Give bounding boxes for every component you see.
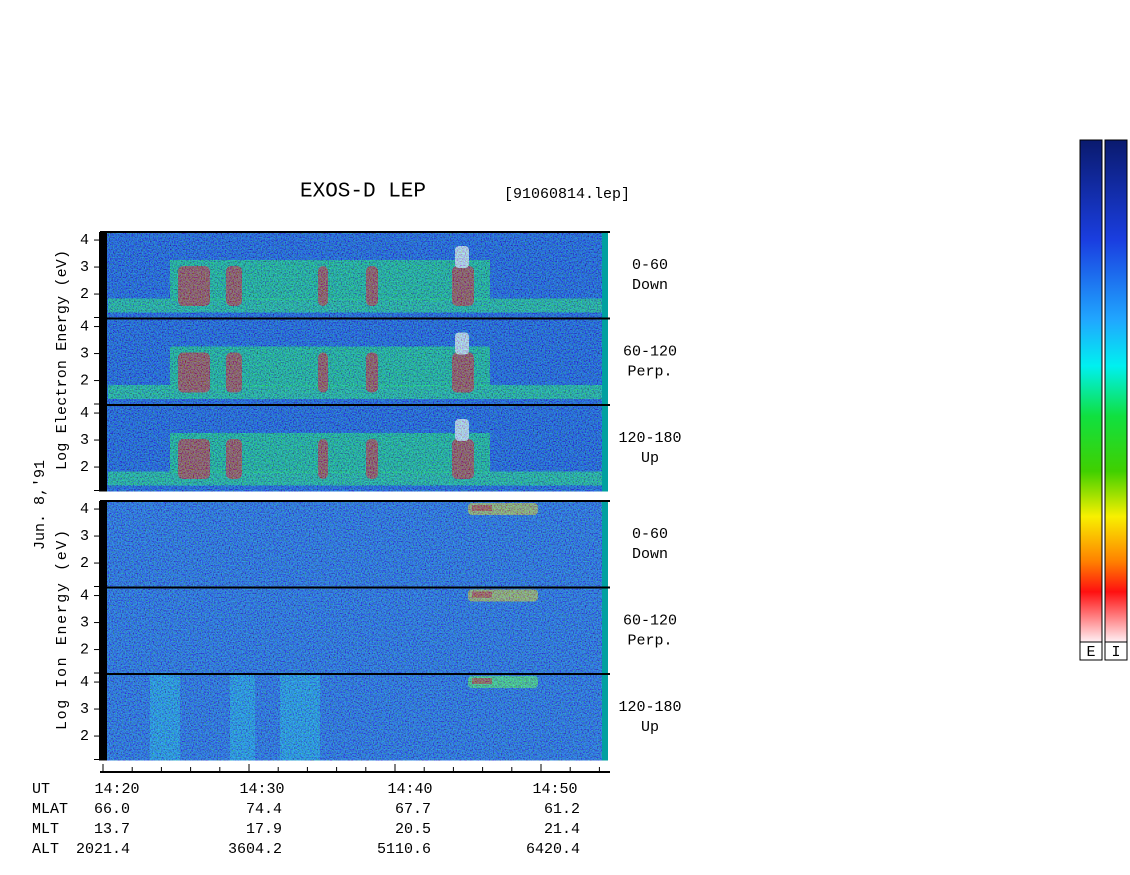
orbit-value: 14:40 [387, 781, 432, 798]
y-tick-label: 4 [80, 501, 89, 518]
row-label: UT [32, 781, 50, 798]
frame-edge [602, 232, 608, 319]
orbit-value: 61.2 [544, 801, 580, 818]
orbit-value: 20.5 [395, 821, 431, 838]
colorbar-label: I [1111, 644, 1120, 661]
y-tick-label: 4 [80, 588, 89, 605]
y-tick-label: 2 [80, 642, 89, 659]
orbit-value: 74.4 [246, 801, 282, 818]
frame-edge [101, 674, 107, 761]
y-tick-label: 3 [80, 259, 89, 276]
orbit-value: 3604.2 [228, 841, 282, 858]
title: EXOS-D LEP [300, 181, 426, 204]
pitch-angle: 60-120 [623, 613, 677, 630]
colorbar-label-box [1079, 641, 1103, 661]
frame-edge [101, 405, 107, 492]
y-tick-label: 2 [80, 286, 89, 303]
orbit-value: 13.7 [94, 821, 130, 838]
y-tick-label: 2 [80, 373, 89, 390]
time-axis: UT 14:20 14:30 14:40 14:50 MLAT 66.0 74.4 67.7 61… [32, 764, 610, 858]
frame-edge [602, 501, 608, 588]
y-tick-label: 4 [80, 405, 89, 422]
direction: Down [632, 546, 668, 563]
pitch-angle: 120-180 [618, 699, 681, 716]
y-tick-label: 3 [80, 528, 89, 545]
colorbar-label-box [1104, 641, 1128, 661]
y-tick-label: 3 [80, 432, 89, 449]
frame-edge [602, 318, 608, 405]
y-tick-label: 4 [80, 232, 89, 249]
colorbar [1079, 139, 1103, 643]
spectrograms: 2 3 4 0-60 Down 2 3 4 60-120 Perp. 2 3 4 120-180 Up 2 3 4… [80, 231, 682, 761]
frame-edge [101, 501, 107, 588]
ion-axis-label: Log Ion Energy (eV) [54, 530, 71, 730]
pitch-angle: 120-180 [618, 430, 681, 447]
direction: Up [641, 719, 659, 736]
orbit-value: 67.7 [395, 801, 431, 818]
date: Jun. 8,'91 [32, 460, 49, 550]
noise [106, 318, 604, 405]
y-tick-label: 4 [80, 319, 89, 336]
orbit-value: 14:50 [532, 781, 577, 798]
orbit-value: 2021.4 [76, 841, 130, 858]
frame-edge [602, 674, 608, 761]
frame-edge [101, 587, 107, 674]
orbit-value: 14:20 [94, 781, 139, 798]
noise [106, 674, 604, 761]
colorbar [1104, 139, 1128, 643]
y-tick-label: 2 [80, 728, 89, 745]
pitch-angle: 0-60 [632, 526, 668, 543]
row-label: MLT [32, 821, 59, 838]
y-tick-label: 3 [80, 701, 89, 718]
pitch-angle: 60-120 [623, 344, 677, 361]
direction: Down [632, 277, 668, 294]
frame-edge [101, 318, 107, 405]
y-tick-label: 3 [80, 346, 89, 363]
orbit-value: 21.4 [544, 821, 580, 838]
orbit-value: 5110.6 [377, 841, 431, 858]
direction: Up [641, 450, 659, 467]
noise [106, 232, 604, 319]
colorbar-label: E [1086, 644, 1095, 661]
frame-edge [101, 232, 107, 319]
y-tick-label: 4 [80, 674, 89, 691]
y-tick-label: 3 [80, 615, 89, 632]
orbit-value: 17.9 [246, 821, 282, 838]
row-label: ALT [32, 841, 59, 858]
file-name: [91060814.lep] [504, 186, 630, 203]
orbit-value: 6420.4 [526, 841, 580, 858]
y-tick-label: 2 [80, 555, 89, 572]
pitch-angle: 0-60 [632, 257, 668, 274]
frame-edge [602, 587, 608, 674]
orbit-value: 14:30 [239, 781, 284, 798]
orbit-value: 66.0 [94, 801, 130, 818]
noise [106, 587, 604, 674]
y-tick-label: 2 [80, 459, 89, 476]
noise [106, 405, 604, 492]
frame-edge [602, 405, 608, 492]
noise [106, 501, 604, 588]
direction: Perp. [627, 364, 672, 381]
row-label: MLAT [32, 801, 68, 818]
electron-axis-label: Log Electron Energy (eV) [54, 250, 71, 470]
direction: Perp. [627, 633, 672, 650]
